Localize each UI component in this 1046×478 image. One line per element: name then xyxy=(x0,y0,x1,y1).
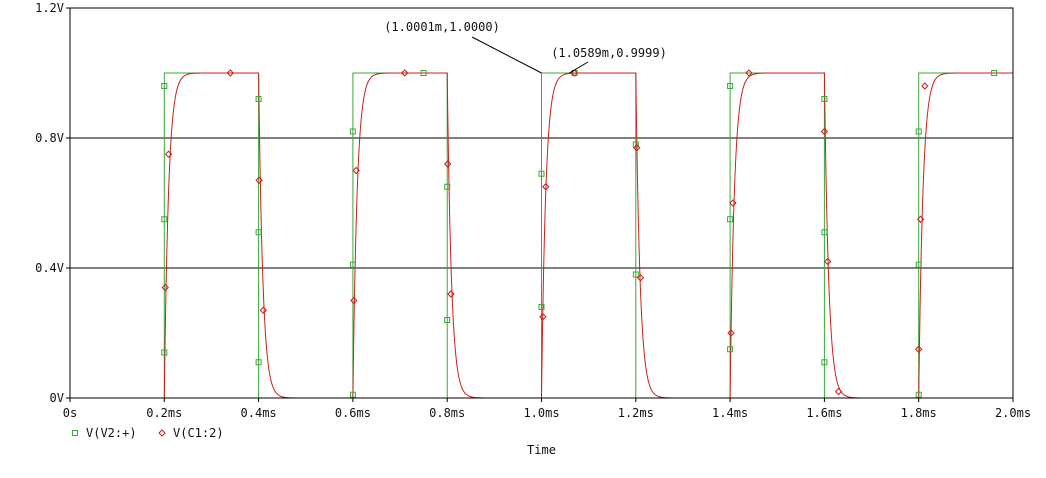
x-tick-label: 1.4ms xyxy=(712,406,748,420)
c1-data-point xyxy=(916,215,925,223)
cursor-leader-line xyxy=(569,61,589,74)
v2-data-point xyxy=(349,128,356,135)
x-tick-label: 1.0ms xyxy=(523,406,559,420)
v2-data-point xyxy=(255,96,262,102)
v2-data-point xyxy=(915,391,922,398)
legend-label: V(V2:+) xyxy=(86,426,137,440)
tick-labels: 0s 0.2ms 0.4ms 0.6ms 0.8ms 1.0ms 1.2ms 1.4ms 1.6… xyxy=(35,1,1031,420)
v2-data-point xyxy=(538,304,545,310)
v2-data-point xyxy=(821,359,828,366)
c1-data-point xyxy=(570,69,579,77)
c1-data-point xyxy=(823,257,832,266)
marker-layer xyxy=(161,69,998,398)
c1-data-point xyxy=(914,345,923,353)
v2-data-point xyxy=(915,261,922,268)
series-v2-line xyxy=(70,72,1013,399)
c1-data-point xyxy=(443,160,452,168)
cursor-readout-label: (1.0001m,1.0000) xyxy=(384,20,500,34)
cursor-leader-line xyxy=(471,36,542,74)
c1-data-point xyxy=(834,387,843,396)
y-tick-label: 0V xyxy=(50,391,64,405)
c1-data-point xyxy=(447,290,455,298)
v2-data-point xyxy=(161,83,168,89)
cursor-annotations: (1.0001m,1.0000) (1.0589m,0.9999) xyxy=(384,20,667,74)
y-tick-label: 0.4V xyxy=(35,261,64,275)
x-tick-label: 2.0ms xyxy=(995,406,1031,420)
v2-data-point xyxy=(915,128,922,135)
v2-data-point xyxy=(444,183,451,190)
y-tick-label: 0.8V xyxy=(35,131,64,145)
v2-data-point xyxy=(161,349,168,356)
x-tick-label: 1.2ms xyxy=(618,406,654,420)
c1-data-point xyxy=(745,69,753,77)
c1-data-point xyxy=(542,183,550,191)
c1-data-point xyxy=(161,283,169,292)
c1-data-point xyxy=(259,306,268,314)
y-tick-label: 1.2V xyxy=(35,1,64,15)
c1-data-point xyxy=(820,127,829,136)
v2-data-point xyxy=(444,317,451,323)
v2-data-point xyxy=(349,391,356,398)
v2-data-point xyxy=(632,271,639,278)
v2-data-point xyxy=(727,346,734,353)
v2-data-point xyxy=(255,359,262,366)
x-tick-label: 0.8ms xyxy=(429,406,465,420)
legend-marker-diamond xyxy=(158,429,166,437)
c1-data-point xyxy=(539,313,547,321)
c1-data-point xyxy=(226,69,235,77)
cursor-readout-label: (1.0589m,0.9999) xyxy=(551,46,667,60)
v2-data-point xyxy=(349,261,356,268)
c1-data-point xyxy=(350,296,358,305)
legend-marker-square xyxy=(72,430,78,436)
c1-data-point xyxy=(633,144,641,152)
v2-data-point xyxy=(991,70,998,76)
c1-data-point xyxy=(729,199,737,207)
v2-data-point xyxy=(727,83,734,89)
series-layer xyxy=(70,72,1013,399)
v2-data-point xyxy=(255,229,262,236)
v2-data-point xyxy=(420,70,427,76)
c1-data-point xyxy=(636,274,645,282)
c1-data-point xyxy=(164,150,173,158)
x-tick-label: 1.8ms xyxy=(901,406,937,420)
c1-data-point xyxy=(352,166,360,175)
c1-data-point xyxy=(255,176,263,184)
v2-data-point xyxy=(821,96,828,102)
c1-data-point xyxy=(401,69,409,77)
v2-data-point xyxy=(632,141,639,148)
v2-data-point xyxy=(538,170,545,177)
legend-label: V(C1:2) xyxy=(173,426,224,440)
v2-data-point xyxy=(161,216,168,223)
c1-data-point xyxy=(727,329,735,337)
x-tick-label: 0.6ms xyxy=(335,406,371,420)
legend: V(V2:+) V(C1:2) xyxy=(72,426,224,440)
v2-data-point xyxy=(821,229,828,236)
x-axis-label: Time xyxy=(527,443,556,457)
c1-data-point xyxy=(921,82,929,90)
x-tick-label: 0s xyxy=(63,406,77,420)
x-tick-label: 1.6ms xyxy=(806,406,842,420)
x-tick-label: 0.4ms xyxy=(241,406,277,420)
x-tick-label: 0.2ms xyxy=(146,406,182,420)
v2-data-point xyxy=(727,216,734,223)
